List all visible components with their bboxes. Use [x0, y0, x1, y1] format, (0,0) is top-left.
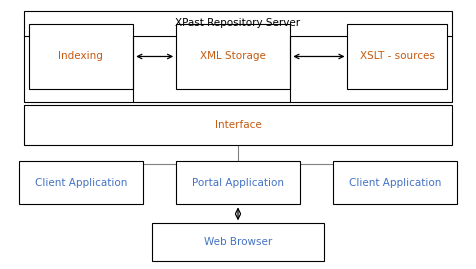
- Text: Portal Application: Portal Application: [192, 178, 284, 188]
- FancyBboxPatch shape: [24, 11, 452, 102]
- Text: Interface: Interface: [215, 120, 261, 130]
- FancyBboxPatch shape: [19, 161, 143, 204]
- FancyBboxPatch shape: [347, 24, 447, 89]
- FancyBboxPatch shape: [176, 24, 290, 89]
- Text: XML Storage: XML Storage: [200, 51, 266, 62]
- Text: Web Browser: Web Browser: [204, 237, 272, 247]
- FancyBboxPatch shape: [152, 223, 324, 261]
- FancyBboxPatch shape: [29, 24, 133, 89]
- FancyBboxPatch shape: [176, 161, 300, 204]
- Text: Client Application: Client Application: [35, 178, 127, 188]
- Text: XPast Repository Server: XPast Repository Server: [176, 18, 300, 28]
- FancyBboxPatch shape: [24, 105, 452, 145]
- Text: Client Application: Client Application: [349, 178, 441, 188]
- Text: Indexing: Indexing: [59, 51, 103, 62]
- Text: XSLT - sources: XSLT - sources: [360, 51, 435, 62]
- FancyBboxPatch shape: [333, 161, 457, 204]
